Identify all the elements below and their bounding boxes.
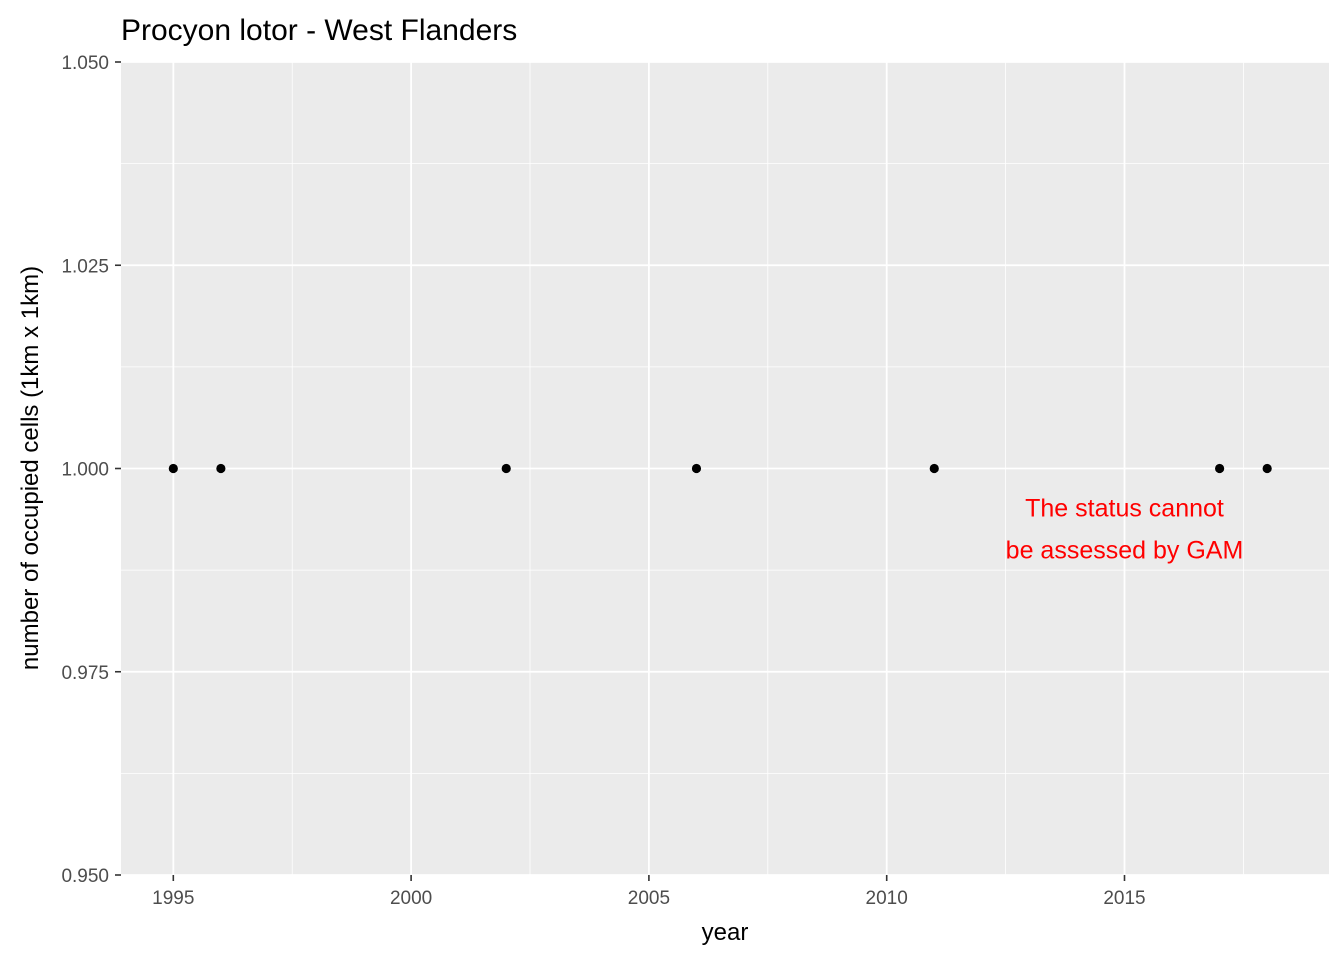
- data-point-2011: [929, 463, 939, 474]
- y-tick-label-1: 0.975: [61, 663, 109, 684]
- annotation-line-1: The status cannot: [1025, 494, 1224, 522]
- x-tick-label-4: 2015: [1103, 888, 1145, 909]
- data-point-2017: [1215, 463, 1225, 474]
- y-tick-label-4: 1.050: [61, 53, 109, 74]
- x-axis-title: year: [702, 919, 749, 946]
- data-point-1995: [168, 463, 178, 474]
- chart-title: Procyon lotor - West Flanders: [121, 14, 517, 47]
- annotation: The status cannot be assessed by GAM: [1006, 494, 1244, 564]
- data-points: [168, 463, 1272, 474]
- x-tick-label-1: 2000: [390, 888, 432, 909]
- x-axis: 1995 2000 2005 2010 2015: [152, 875, 1146, 909]
- x-tick-label-3: 2010: [866, 888, 908, 909]
- y-axis-title: number of occupied cells (1km x 1km): [17, 266, 44, 670]
- data-point-2006: [691, 463, 702, 474]
- y-axis: 0.950 0.975 1.000 1.025 1.050: [61, 53, 121, 887]
- data-point-2018: [1262, 463, 1272, 474]
- x-tick-label-2: 2005: [628, 888, 670, 909]
- data-point-1996: [216, 463, 226, 474]
- data-point-2002: [501, 463, 511, 474]
- y-tick-label-0: 0.950: [61, 866, 109, 887]
- y-tick-label-2: 1.000: [61, 460, 109, 481]
- y-tick-label-3: 1.025: [61, 256, 109, 277]
- annotation-line-2: be assessed by GAM: [1006, 536, 1244, 564]
- x-tick-label-0: 1995: [152, 888, 194, 909]
